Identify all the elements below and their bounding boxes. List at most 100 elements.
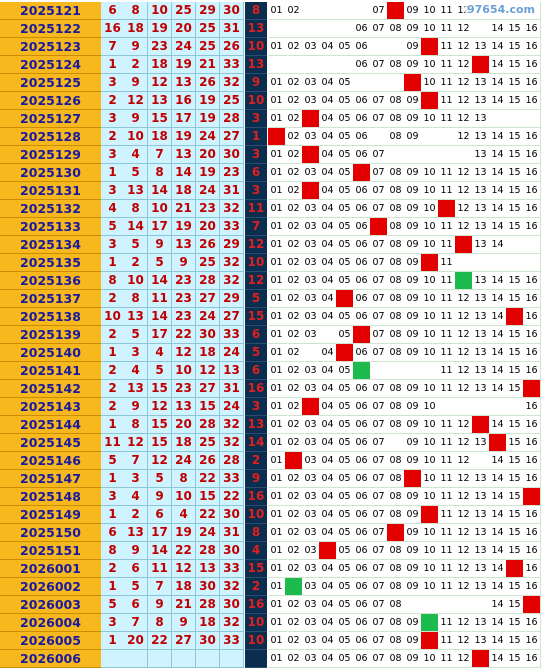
red-ball-number: 25 [196, 434, 220, 452]
distribution-cell: 05 [336, 560, 354, 578]
distribution-cell: 08 [387, 128, 405, 146]
distribution-cell: 04 [319, 632, 337, 650]
distribution-cell: 08 [387, 272, 405, 290]
distribution-cell: 08 [387, 452, 405, 470]
table-row: 2025136 8 10 14 23 28 32 12 01 02 03 04 05 06 07 08 09 10… [0, 272, 541, 290]
red-ball-number: 22 [220, 488, 244, 506]
red-ball-number: 27 [196, 380, 220, 398]
blue-hit-marker [455, 236, 473, 254]
distribution-cell [336, 2, 354, 20]
distribution-cell: 15 [506, 632, 524, 650]
distribution-cell: 01 [268, 632, 286, 650]
red-ball-number: 18 [172, 578, 196, 596]
distribution-cell [404, 362, 422, 380]
distribution-cell: 16 [523, 434, 541, 452]
distribution-cell: 08 [387, 326, 405, 344]
distribution-cell [302, 20, 320, 38]
blue-hit-marker [387, 2, 405, 20]
red-ball-number: 15 [148, 416, 172, 434]
distribution-cell: 15 [506, 380, 524, 398]
distribution-cell [319, 20, 337, 38]
distribution-cell [506, 236, 524, 254]
red-ball-number: 11 [148, 290, 172, 308]
red-ball-number: 26 [220, 38, 244, 56]
distribution-cell: 16 [523, 20, 541, 38]
distribution-cell: 13 [472, 362, 490, 380]
distribution-cell: 09 [404, 380, 422, 398]
distribution-cell: 09 [404, 506, 422, 524]
distribution-cell: 03 [302, 74, 320, 92]
distribution-cell: 02 [285, 398, 303, 416]
red-ball-number: 33 [220, 470, 244, 488]
distribution-cell: 01 [268, 362, 286, 380]
distribution-cell: 01 [268, 74, 286, 92]
distribution-cell: 05 [336, 632, 354, 650]
red-ball-number: 15 [148, 380, 172, 398]
distribution-cell: 05 [336, 326, 354, 344]
red-ball-number: 18 [124, 20, 148, 38]
distribution-cell: 01 [268, 146, 286, 164]
distribution-cell: 09 [404, 128, 422, 146]
distribution-cell: 10 [421, 218, 439, 236]
red-ball-number: 18 [172, 434, 196, 452]
distribution-cell: 04 [319, 272, 337, 290]
distribution-cell: 12 [455, 20, 473, 38]
red-ball-number: 2 [101, 560, 125, 578]
red-ball-number: 17 [148, 326, 172, 344]
distribution-cell [387, 146, 405, 164]
distribution-cell: 03 [302, 614, 320, 632]
distribution-cell: 13 [472, 380, 490, 398]
distribution-cell: 14 [489, 542, 507, 560]
red-ball-number: 30 [220, 506, 244, 524]
distribution-cell: 12 [455, 506, 473, 524]
distribution-cell: 07 [370, 344, 388, 362]
red-ball-number: 13 [172, 398, 196, 416]
red-ball-number: 1 [101, 470, 125, 488]
red-ball-number: 27 [220, 308, 244, 326]
red-ball-number: 9 [124, 110, 148, 128]
blue-ball-number: 3 [245, 398, 267, 416]
distribution-cell: 06 [353, 308, 371, 326]
issue-number: 2025134 [0, 236, 102, 254]
red-ball-number: 21 [172, 596, 196, 614]
distribution-cell: 07 [370, 182, 388, 200]
table-row: 2025139 2 5 17 22 30 33 6 01 02 03 05 07 08 09 10 11 12 13… [0, 326, 541, 344]
blue-ball-number: 8 [245, 2, 267, 20]
red-ball-number: 29 [220, 236, 244, 254]
red-ball-number: 22 [196, 470, 220, 488]
blue-hit-marker [506, 560, 524, 578]
red-ball-number: 9 [124, 398, 148, 416]
red-ball-number: 23 [172, 290, 196, 308]
blue-hit-marker [353, 164, 371, 182]
distribution-cell: 08 [387, 182, 405, 200]
distribution-cell: 14 [489, 560, 507, 578]
blue-ball-number: 10 [245, 614, 267, 632]
distribution-cell: 11 [438, 164, 456, 182]
red-ball-number [172, 650, 196, 668]
distribution-cell: 08 [387, 254, 405, 272]
distribution-cell: 12 [455, 542, 473, 560]
distribution-cell: 03 [302, 524, 320, 542]
red-ball-number: 9 [172, 254, 196, 272]
distribution-cell: 03 [302, 218, 320, 236]
distribution-cell: 11 [438, 290, 456, 308]
distribution-cell: 11 [438, 380, 456, 398]
red-ball-number: 8 [148, 164, 172, 182]
distribution-cell: 03 [302, 308, 320, 326]
blue-ball-number: 6 [245, 164, 267, 182]
distribution-cell: 10 [421, 434, 439, 452]
issue-number: 2026001 [0, 560, 102, 578]
distribution-cell: 01 [268, 506, 286, 524]
table-row: 2025142 2 13 15 23 27 31 16 01 02 03 04 05 06 07 08 09 10… [0, 380, 541, 398]
red-ball-number: 5 [124, 164, 148, 182]
issue-number: 2025132 [0, 200, 102, 218]
red-ball-number: 29 [196, 2, 220, 20]
distribution-cell: 10 [421, 650, 439, 668]
red-ball-number: 1 [101, 164, 125, 182]
distribution-cell: 15 [506, 92, 524, 110]
distribution-cell: 12 [455, 560, 473, 578]
blue-ball-number: 9 [245, 74, 267, 92]
red-ball-number: 4 [172, 506, 196, 524]
red-ball-number: 10 [101, 308, 125, 326]
distribution-cell [455, 146, 473, 164]
